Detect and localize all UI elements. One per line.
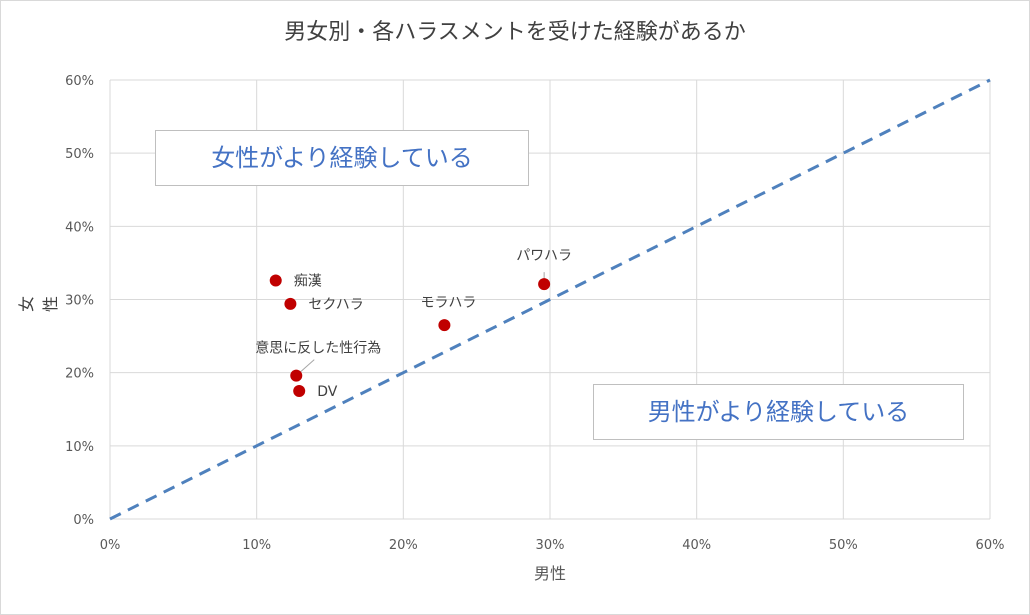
data-point — [438, 319, 451, 332]
y-tick-label: 0% — [73, 513, 94, 528]
x-tick-label: 20% — [389, 538, 418, 553]
data-point-label: パワハラ — [516, 248, 572, 264]
data-point-label: 意思に反した性行為 — [255, 340, 381, 357]
data-point-label: 痴漢 — [294, 273, 322, 289]
y-tick-label: 30% — [65, 294, 94, 309]
x-tick-label: 10% — [242, 538, 271, 553]
data-point — [290, 369, 303, 382]
y-tick-label: 40% — [65, 220, 94, 235]
x-tick-label: 30% — [536, 538, 565, 553]
y-tick-label: 20% — [65, 367, 94, 382]
reference-line — [109, 78, 991, 521]
y-tick-label: 60% — [65, 74, 94, 89]
y-tick-label: 10% — [65, 440, 94, 455]
data-point — [284, 297, 297, 310]
x-tick-label: 0% — [100, 538, 121, 553]
chart-title: 男女別・各ハラスメントを受けた経験があるか — [284, 20, 746, 45]
x-tick-label: 40% — [682, 538, 711, 553]
data-point — [293, 384, 306, 397]
data-point-label: DV — [317, 384, 338, 400]
data-point — [269, 274, 282, 287]
x-tick-label: 60% — [976, 538, 1005, 553]
data-point-label: モラハラ — [420, 295, 476, 311]
x-tick-label: 50% — [829, 538, 858, 553]
annotation-women-more: 女性がより経験している — [155, 130, 529, 186]
x-axis-label: 男性 — [533, 564, 566, 583]
y-tick-label: 50% — [65, 147, 94, 162]
annotation-men-more: 男性がより経験している — [593, 384, 964, 440]
y-axis-label: 女性 — [17, 296, 60, 313]
data-point-label: セクハラ — [308, 297, 363, 313]
data-point — [538, 278, 551, 291]
